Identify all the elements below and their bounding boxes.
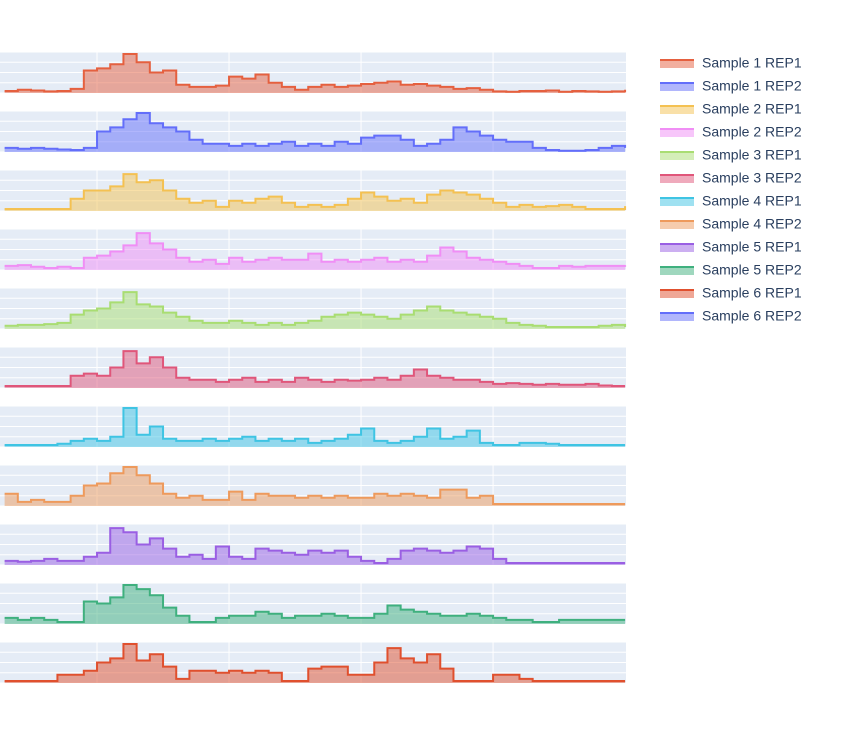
legend-swatch — [660, 198, 694, 206]
legend-label: Sample 3 REP1 — [702, 147, 802, 163]
legend-swatch — [660, 152, 694, 160]
area-fill — [4, 174, 626, 211]
area-fill — [4, 528, 626, 565]
area-fill — [4, 644, 626, 683]
legend-label: Sample 1 REP2 — [702, 78, 802, 94]
area-line — [4, 232, 627, 269]
area-fill — [4, 54, 626, 93]
area-line — [4, 527, 626, 564]
legend-label: Sample 6 REP1 — [702, 285, 802, 301]
area-line — [4, 466, 626, 505]
legend-swatch — [660, 267, 694, 275]
area-fill — [4, 292, 626, 329]
legend-label: Sample 5 REP1 — [702, 239, 802, 255]
legend-label: Sample 2 REP1 — [702, 101, 802, 117]
legend-swatch — [660, 313, 694, 321]
legend-swatch — [660, 129, 694, 137]
area-line — [4, 53, 627, 93]
area-line — [4, 173, 627, 210]
area-fill — [4, 351, 626, 388]
legend-swatch — [660, 60, 694, 68]
area-fill — [4, 408, 626, 447]
area-fill — [4, 233, 626, 270]
legend-label: Sample 2 REP2 — [702, 124, 802, 140]
area-fill — [4, 467, 626, 506]
area-line — [4, 112, 627, 152]
legend-label: Sample 6 REP2 — [702, 308, 802, 324]
legend-swatch — [660, 290, 694, 298]
legend-swatch — [660, 244, 694, 252]
legend-swatch — [660, 83, 694, 91]
legend-label: Sample 5 REP2 — [702, 262, 802, 278]
legend-swatch — [660, 175, 694, 183]
area-line — [4, 350, 626, 387]
legend-label: Sample 3 REP2 — [702, 170, 802, 186]
legend-label: Sample 1 REP1 — [702, 55, 802, 71]
legend-label: Sample 4 REP2 — [702, 216, 802, 232]
legend-swatch — [660, 221, 694, 229]
legend-swatch — [660, 106, 694, 114]
legend-label: Sample 4 REP1 — [702, 193, 802, 209]
area-line — [4, 407, 626, 446]
area-line — [4, 643, 626, 682]
area-line — [4, 291, 627, 328]
area-line — [4, 584, 626, 623]
area-fill — [4, 113, 626, 152]
